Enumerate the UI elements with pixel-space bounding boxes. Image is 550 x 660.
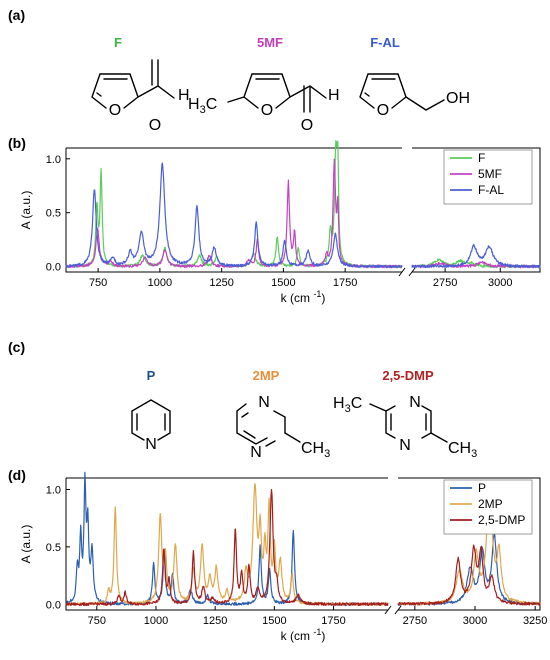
panel-label-d: (d) [8, 467, 26, 483]
subscript-3: 3 [345, 403, 351, 415]
x-axis-label: k (cm -1) [281, 289, 326, 305]
x-axis-label: k (cm -1) [281, 627, 326, 643]
y-tick-label: 0.5 [46, 208, 61, 220]
series-line-f-al [411, 243, 541, 269]
subscript-3: 3 [200, 104, 206, 116]
legend-box [443, 149, 533, 205]
x-tick-label: 1750 [333, 277, 357, 289]
molecule-name-5mf: 5MF [257, 35, 283, 50]
axis-frame [65, 477, 541, 615]
structure-pyridine: N [131, 399, 171, 453]
axis-break-mark [398, 267, 406, 277]
legend: P 2MP 2,5-DMP [443, 479, 533, 535]
panel-label-c: (c) [8, 339, 25, 355]
subscript-3: 3 [471, 448, 477, 460]
molecule-name-f: F [114, 35, 122, 50]
axis-right-segment [412, 147, 541, 273]
x-tick-label: 1000 [144, 615, 168, 627]
x-tick-label: 1500 [271, 277, 295, 289]
axis-frame [65, 147, 541, 277]
axis-break-mark [408, 267, 416, 277]
atom-o: O [109, 102, 121, 119]
atom-n: N [250, 444, 262, 461]
atom-n: N [258, 394, 270, 411]
atom-h: H [328, 87, 340, 104]
axis-left-bottom [65, 478, 388, 611]
molecule-name-25dmp: 2,5-DMP [382, 368, 434, 383]
atom-oh: OH [446, 90, 470, 107]
molecule-name-f-al: F-AL [370, 35, 400, 50]
atom-c: C [206, 96, 218, 113]
x-tick-label: 1500 [262, 615, 286, 627]
x-tick-label: 1750 [321, 615, 345, 627]
atom-n: N [145, 436, 157, 453]
atom-o: O [377, 102, 389, 119]
y-tick-label: 1.0 [46, 484, 61, 496]
axis-break-mark [384, 605, 392, 615]
structure-furfural: O H O [91, 59, 190, 134]
spectrum-chart-d: 0.0 0.5 1.0 750 1000 1250 1500 1750 2750 3000 3250… [19, 471, 547, 643]
atom-h: H [188, 96, 200, 113]
axis-right-segment [398, 477, 541, 611]
methyl-group: CH3 [448, 440, 477, 460]
methyl-group: CH3 [301, 440, 330, 460]
molecule-name-2mp: 2MP [253, 368, 280, 383]
legend-entry: F [478, 151, 485, 165]
subscript-3: 3 [324, 448, 330, 460]
legend-entry: F-AL [478, 183, 504, 197]
x-tick-label: 2750 [433, 277, 457, 289]
structure-furfuryl-alcohol: O OH [359, 73, 470, 119]
methyl-group: H3C [188, 96, 217, 116]
spectrum-chart-b: 0.0 0.5 1.0 750 1000 1250 1500 1750 2750 3000 A (a… [19, 140, 541, 305]
legend-entry: 5MF [478, 167, 502, 181]
x-tick-label: 750 [89, 277, 107, 289]
structure-2-methylpyrazine: N N CH3 [236, 394, 330, 461]
atom-n: N [409, 394, 421, 411]
panel-label-a: (a) [8, 7, 25, 23]
legend-entry: 2,5-DMP [478, 513, 525, 527]
series-line-2-5-dmp [397, 544, 541, 606]
structure-2-5-dimethylpyrazine: N N H3C CH3 [333, 394, 477, 460]
atom-o: O [301, 117, 313, 134]
legend-entry: P [478, 481, 486, 495]
molecule-name-p: P [147, 368, 156, 383]
x-tick-label: 750 [88, 615, 106, 627]
y-tick-label: 0.0 [46, 262, 61, 274]
atom-h: H [178, 87, 190, 104]
axis-break-mark [394, 605, 402, 615]
atom-ch: CH [448, 440, 471, 457]
x-tick-label: 2750 [403, 615, 427, 627]
series-line-p [397, 532, 541, 606]
y-axis-label: A (a.u.) [19, 525, 33, 564]
series-line-5mf [65, 158, 403, 269]
y-tick-label: 0.0 [46, 599, 61, 611]
x-tick-label: 3000 [488, 277, 512, 289]
legend-box [443, 479, 533, 535]
series-line-f-al [65, 162, 403, 269]
atom-c: C [351, 395, 363, 412]
series-line-2mp [65, 483, 389, 606]
x-tick-label: 1250 [203, 615, 227, 627]
series-line-2-5-dmp [65, 489, 389, 607]
legend: F 5MF F-AL [443, 149, 533, 205]
x-tick-label: 3000 [463, 615, 487, 627]
atom-ch: CH [301, 440, 324, 457]
y-axis-label: A (a.u.) [19, 191, 33, 230]
structure-5mf: O H O H3C [188, 73, 340, 134]
atom-o: O [261, 102, 273, 119]
y-tick-label: 0.5 [46, 542, 61, 554]
legend-entry: 2MP [478, 497, 503, 511]
x-tick-label: 1250 [209, 277, 233, 289]
x-tick-label: 3250 [523, 615, 547, 627]
atom-h: H [333, 395, 345, 412]
methyl-group: H3C [333, 395, 362, 415]
atom-o: O [149, 117, 161, 134]
panel-label-b: (b) [8, 135, 26, 151]
atom-n: N [399, 437, 411, 454]
y-tick-label: 1.0 [46, 154, 61, 166]
series-line-f [65, 140, 403, 269]
x-tick-label: 1000 [148, 277, 172, 289]
axis-left-bottom [65, 148, 402, 273]
